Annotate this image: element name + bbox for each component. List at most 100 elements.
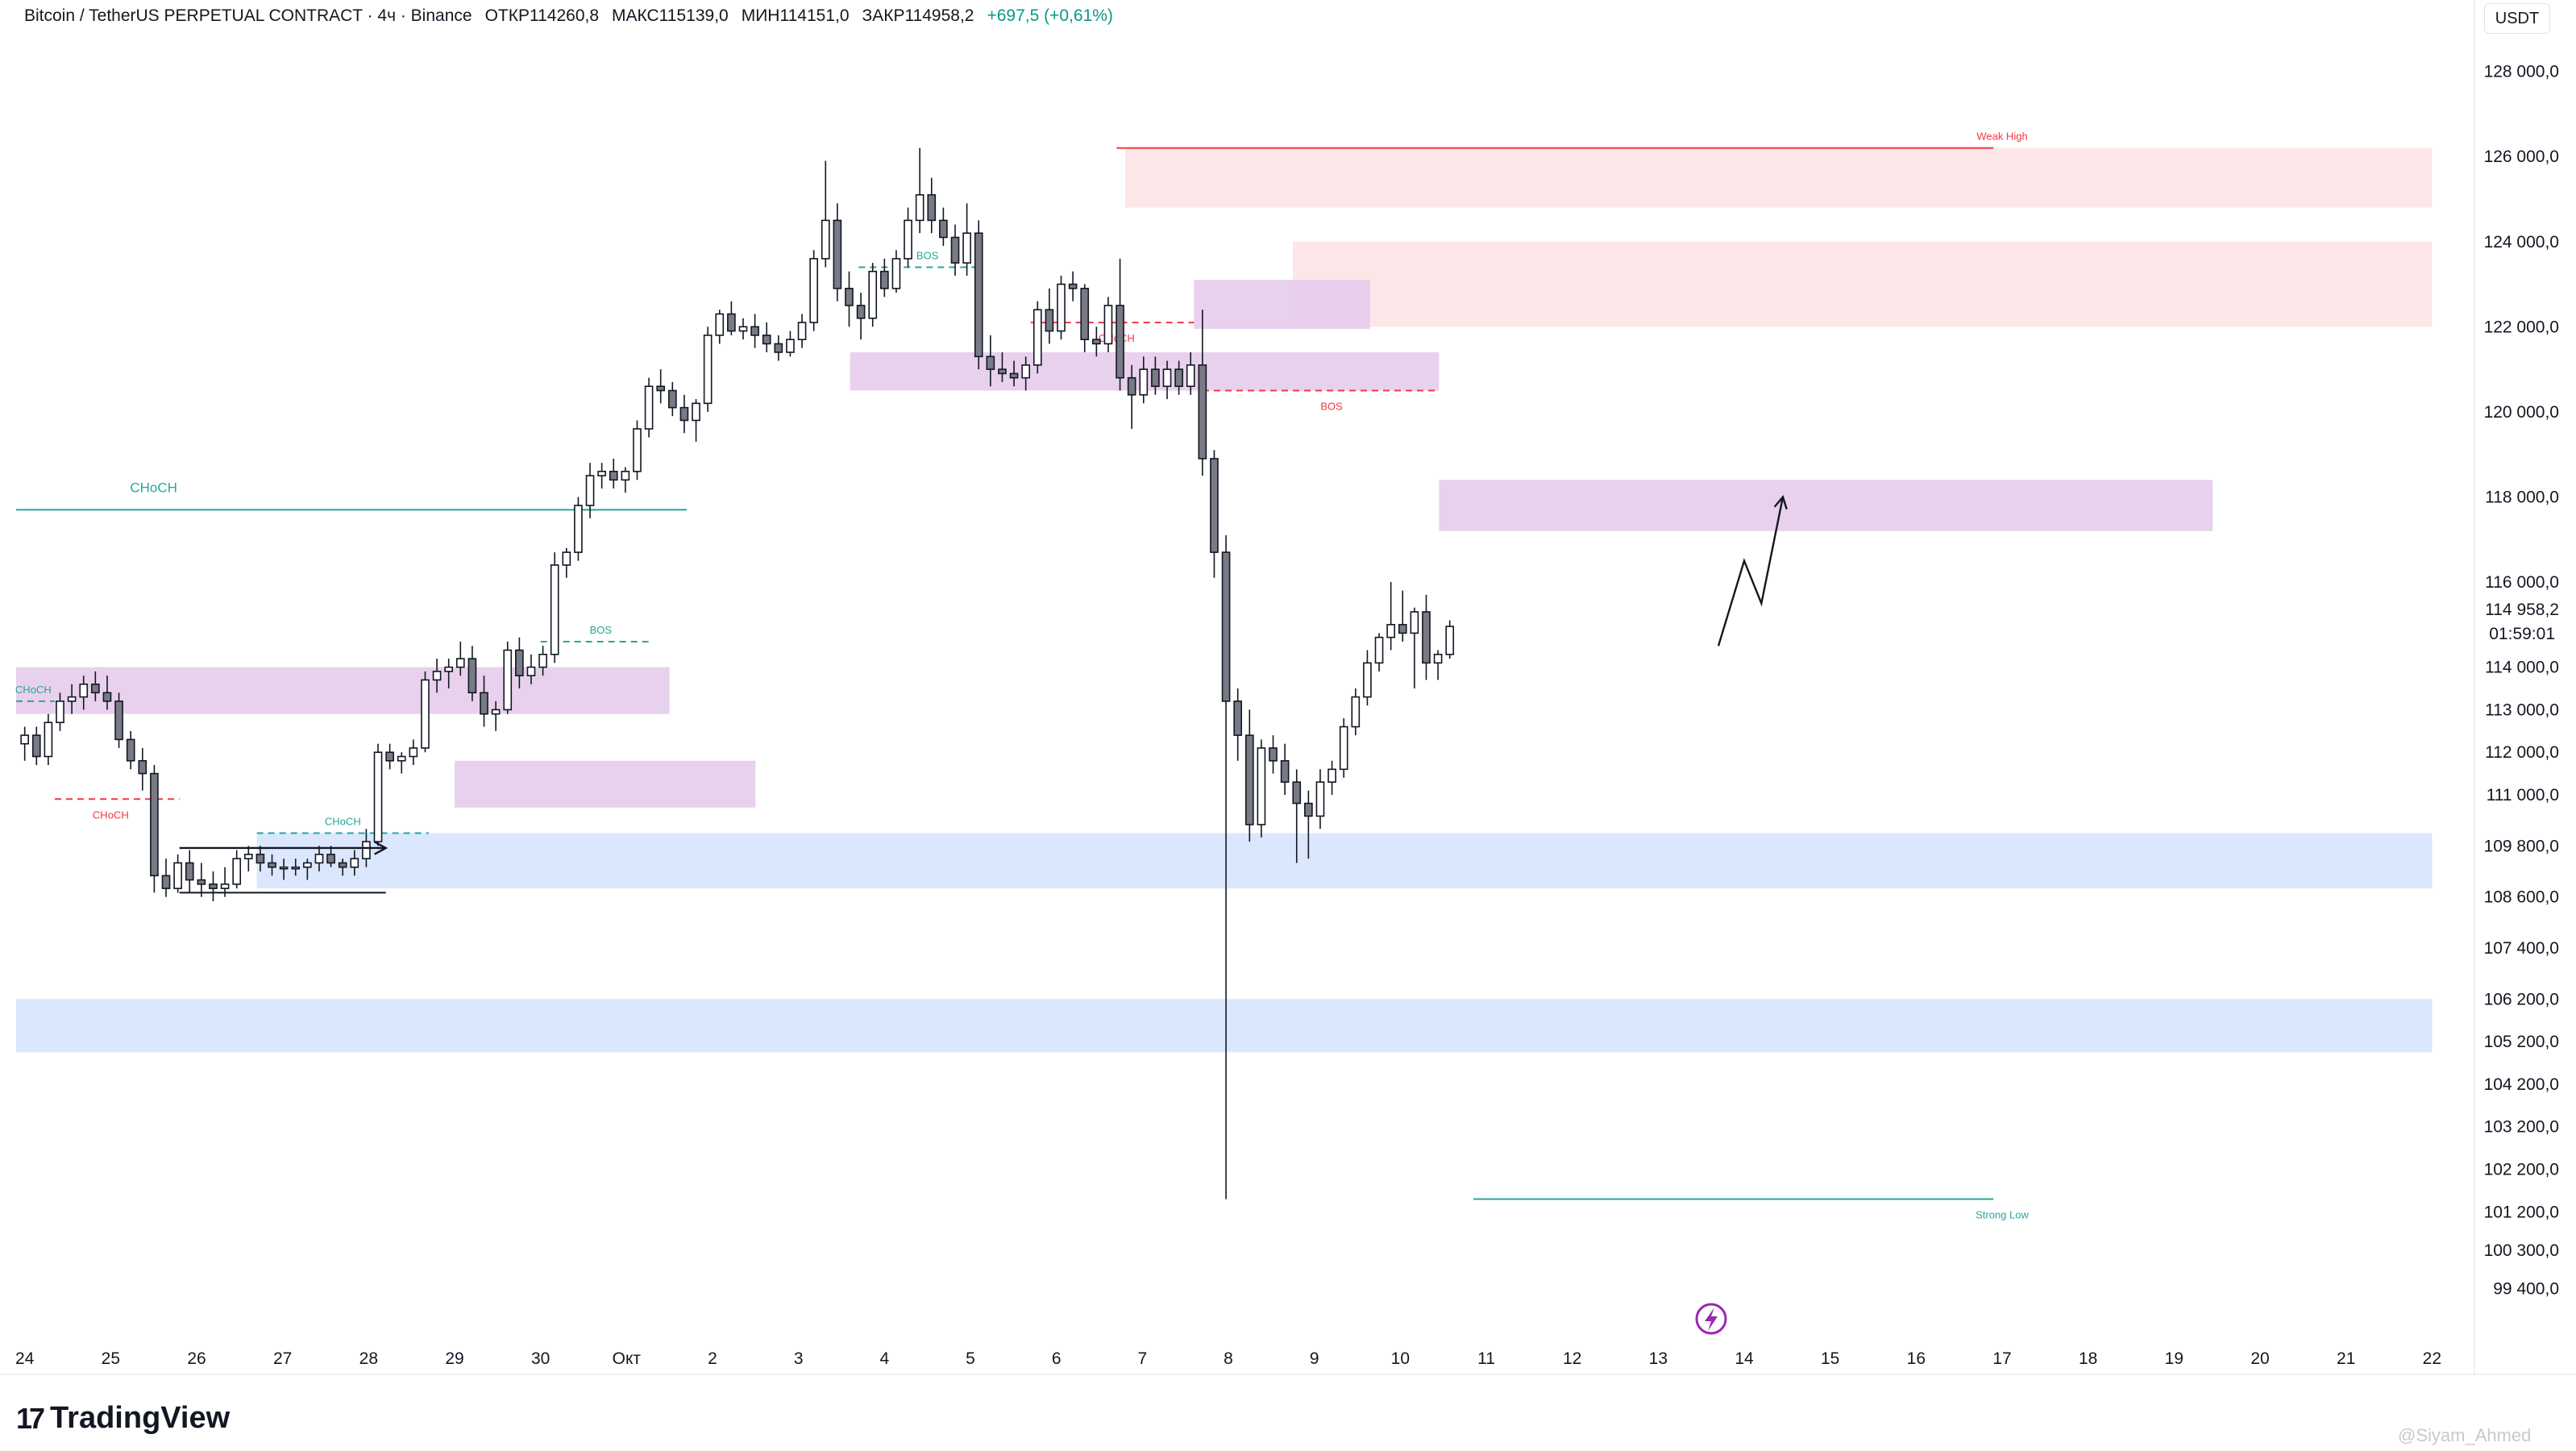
lightning-icon[interactable] xyxy=(1695,1303,1727,1335)
bull-candle xyxy=(797,322,807,340)
arrow-head xyxy=(374,841,388,855)
price-tick-label: 118 000,0 xyxy=(2485,488,2559,506)
time-tick-label: 14 xyxy=(1735,1349,1754,1368)
bear-candle xyxy=(1198,364,1207,459)
bull-candle xyxy=(243,854,253,859)
time-tick-label: 12 xyxy=(1563,1349,1581,1368)
order_block-zone xyxy=(1439,480,2213,531)
bear-candle xyxy=(667,389,677,409)
bear-candle xyxy=(774,343,783,353)
structure-label: Strong Low xyxy=(1976,1208,2029,1220)
time-tick-label: 29 xyxy=(445,1349,463,1368)
time-tick-label: 16 xyxy=(1907,1349,1926,1368)
bull-candle xyxy=(1315,781,1325,817)
countdown-label: 01:59:01 xyxy=(2489,625,2555,643)
bear-candle xyxy=(1045,309,1054,332)
bear-candle xyxy=(114,701,123,741)
bull-candle xyxy=(1162,368,1172,388)
bull-candle xyxy=(621,471,630,481)
demand-zone xyxy=(16,999,2433,1053)
bull-candle xyxy=(585,475,595,506)
supply-zone xyxy=(1125,148,2433,208)
bull-candle xyxy=(67,696,77,702)
price-tick-label: 122 000,0 xyxy=(2484,318,2559,336)
bear-candle xyxy=(1398,624,1407,634)
bear-candle xyxy=(1422,611,1431,664)
bull-candle xyxy=(421,679,430,749)
bull-candle xyxy=(526,666,536,676)
price-tick-label: 126 000,0 xyxy=(2484,148,2559,166)
time-tick-label: 3 xyxy=(794,1349,804,1368)
bear-candle xyxy=(762,335,771,345)
bull-candle xyxy=(715,313,725,336)
bear-candle xyxy=(31,734,41,758)
bull-candle xyxy=(1339,726,1348,771)
bear-candle xyxy=(998,368,1007,375)
price-axis[interactable]: 128 000,0 126 000,0 124 000,0 122 000,0 120 … xyxy=(2474,0,2559,1374)
time-axis[interactable]: 24 25 26 27 28 29 30 Окт 2 3 4 5 6 7 8 9 10 11 12 13 14 15 16 1… xyxy=(0,1349,2576,1375)
time-tick-label: 17 xyxy=(1992,1349,2011,1368)
tradingview-logo[interactable]: 17 TradingView xyxy=(16,1401,230,1436)
bull-candle xyxy=(1057,283,1066,332)
bear-candle xyxy=(126,738,135,762)
structure-label: Weak High xyxy=(1976,131,2027,143)
bull-candle xyxy=(291,866,301,870)
price-tick-label: 114 000,0 xyxy=(2485,659,2559,677)
price-tick-label: 99 400,0 xyxy=(2493,1279,2559,1298)
symbol-title[interactable]: Bitcoin / TetherUS PERPETUAL CONTRACT · … xyxy=(24,6,472,25)
order_block-zone xyxy=(1194,280,1370,329)
bull-candle xyxy=(432,671,442,681)
bear-candle xyxy=(385,751,394,762)
structure-label: CHoCH xyxy=(325,816,361,828)
time-tick-label: 26 xyxy=(187,1349,206,1368)
time-tick-label: 25 xyxy=(102,1349,120,1368)
time-tick-label: Окт xyxy=(613,1349,642,1368)
bear-candle xyxy=(833,219,842,289)
bull-candle xyxy=(362,841,371,859)
currency-button[interactable]: USDT xyxy=(2484,3,2550,34)
bull-candle xyxy=(904,219,912,260)
bull-candle xyxy=(891,258,901,289)
bull-candle xyxy=(397,755,406,762)
bull-candle xyxy=(1410,611,1419,634)
bull-candle xyxy=(1327,768,1336,783)
bull-candle xyxy=(644,385,654,430)
bear-candle xyxy=(1304,802,1313,817)
bear-candle xyxy=(927,193,937,222)
arrow-head xyxy=(1773,495,1788,510)
bear-candle xyxy=(880,270,889,289)
time-tick-label: 7 xyxy=(1137,1349,1147,1368)
tradingview-logo-mark: 17 xyxy=(16,1401,45,1435)
bear-candle xyxy=(1244,734,1254,825)
bear-candle xyxy=(656,385,666,392)
time-tick-label: 21 xyxy=(2337,1349,2355,1368)
bull-candle xyxy=(79,683,89,698)
ohlc-close: ЗАКР114958,2 xyxy=(862,6,974,25)
time-tick-label: 28 xyxy=(359,1349,378,1368)
price-tick-label: 107 400,0 xyxy=(2484,939,2559,958)
bull-candle xyxy=(1186,364,1195,388)
candles-layer xyxy=(20,148,1455,1199)
structure-label: CHoCH xyxy=(15,684,52,696)
order_block-zone xyxy=(16,667,670,714)
bull-candle xyxy=(279,866,289,870)
price-tick-label: 108 600,0 xyxy=(2484,888,2559,907)
ohlc-high: МАКС115139,0 xyxy=(612,6,729,25)
last-price-label: 114 958,2 xyxy=(2485,601,2559,619)
bear-candle xyxy=(256,854,265,864)
bear-candle xyxy=(467,658,477,694)
price-tick-label: 120 000,0 xyxy=(2484,403,2559,422)
bull-candle xyxy=(786,339,795,353)
bull-candle xyxy=(1021,364,1031,379)
demand-zone xyxy=(256,833,2433,889)
bear-candle xyxy=(102,692,112,702)
bear-candle xyxy=(1221,551,1231,702)
bull-candle xyxy=(20,734,29,745)
bear-candle xyxy=(338,862,347,868)
bull-candle xyxy=(444,666,454,672)
bull-candle xyxy=(597,471,606,476)
bull-candle xyxy=(821,219,830,260)
bear-candle xyxy=(750,326,759,336)
zones-layer xyxy=(16,148,2433,1053)
